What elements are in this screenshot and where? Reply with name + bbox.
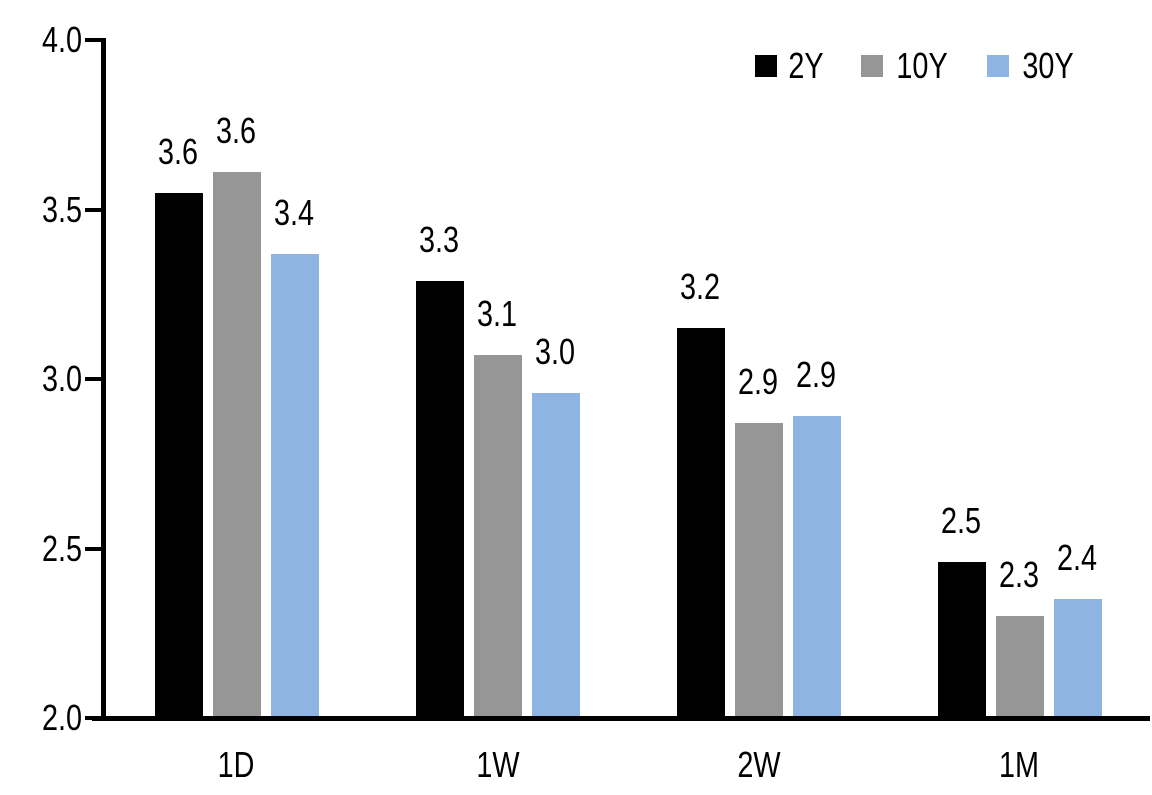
legend: 2Y 10Y 30Y bbox=[754, 45, 1080, 86]
bar-10Y-1W bbox=[473, 355, 522, 716]
bar-value-label: 3.3 bbox=[380, 219, 500, 260]
x-category-label-2W: 2W bbox=[689, 744, 829, 785]
bar-value-label: 3.6 bbox=[119, 131, 239, 172]
bar-value-label-text: 3.6 bbox=[158, 130, 199, 172]
bar-30Y-1D bbox=[270, 253, 319, 716]
y-tick-label-text: 2.5 bbox=[41, 527, 82, 569]
legend-item-2Y: 2Y bbox=[754, 45, 828, 86]
bar-2Y-2W bbox=[676, 328, 725, 716]
bar-value-label: 2.9 bbox=[699, 361, 819, 402]
bar-value-label-text: 3.2 bbox=[680, 266, 721, 308]
bar-value-label-text: 2.4 bbox=[1057, 537, 1098, 579]
y-tick-label: 3.0 bbox=[0, 358, 82, 400]
legend-item-30Y: 30Y bbox=[986, 45, 1080, 86]
legend-label-2Y: 2Y bbox=[788, 45, 824, 86]
x-category-label-1M: 1M bbox=[950, 744, 1090, 785]
x-category-label-1D: 1D bbox=[167, 744, 307, 785]
y-axis-line bbox=[101, 38, 106, 721]
y-tick-label: 2.5 bbox=[0, 528, 82, 570]
x-category-label-1W: 1W bbox=[428, 744, 568, 785]
y-tick-mark bbox=[85, 716, 102, 720]
bar-10Y-1D bbox=[212, 172, 261, 716]
bar-30Y-1M bbox=[1053, 599, 1102, 716]
y-tick-label-text: 4.0 bbox=[41, 19, 82, 60]
bar-value-label-text: 3.0 bbox=[535, 330, 576, 372]
bar-value-label-text: 3.4 bbox=[274, 191, 315, 233]
bar-30Y-1W bbox=[531, 392, 580, 716]
x-category-label-1D-text: 1D bbox=[218, 744, 255, 785]
bar-value-label: 2.3 bbox=[960, 554, 1080, 595]
legend-label-10Y: 10Y bbox=[896, 45, 948, 86]
y-tick-label: 2.0 bbox=[0, 697, 82, 739]
bar-value-label-text: 2.3 bbox=[999, 554, 1040, 596]
x-category-label-1M-text: 1M bbox=[999, 744, 1040, 785]
x-axis-line bbox=[92, 716, 1150, 721]
x-category-label-2W-text: 2W bbox=[736, 744, 781, 785]
y-tick-mark bbox=[85, 546, 102, 551]
y-tick-label-text: 3.5 bbox=[41, 188, 82, 230]
bar-value-label-text: 2.9 bbox=[796, 354, 837, 396]
bar-value-label: 3.4 bbox=[235, 192, 355, 233]
bar-2Y-1M bbox=[937, 562, 986, 716]
bar-value-label: 3.1 bbox=[438, 293, 558, 334]
legend-label-30Y: 30Y bbox=[1022, 45, 1074, 86]
x-category-label-1W-text: 1W bbox=[475, 744, 520, 785]
legend-swatch-2Y bbox=[754, 55, 777, 77]
legend-swatch-10Y bbox=[860, 55, 883, 77]
y-tick-mark bbox=[85, 377, 102, 381]
y-tick-label: 3.5 bbox=[0, 189, 82, 231]
bar-value-label-text: 2.5 bbox=[941, 500, 982, 542]
bar-value-label: 2.5 bbox=[902, 500, 1022, 541]
bar-value-label-text: 3.3 bbox=[419, 218, 460, 260]
y-tick-label-text: 3.0 bbox=[41, 358, 82, 399]
bar-value-label-text: 2.9 bbox=[738, 361, 779, 403]
bar-30Y-2W bbox=[792, 416, 841, 716]
bar-value-label: 3.6 bbox=[177, 110, 297, 151]
bar-value-label: 3.0 bbox=[496, 331, 616, 372]
bar-value-label: 2.9 bbox=[757, 354, 877, 395]
y-tick-mark bbox=[85, 207, 102, 212]
bar-10Y-1M bbox=[995, 616, 1044, 716]
y-tick-mark bbox=[85, 38, 102, 42]
y-tick-label-text: 2.0 bbox=[41, 697, 82, 738]
y-tick-label: 4.0 bbox=[0, 19, 82, 61]
bar-value-label: 3.2 bbox=[641, 266, 761, 307]
bar-value-label-text: 3.1 bbox=[477, 293, 518, 335]
bar-10Y-2W bbox=[734, 423, 783, 716]
bar-2Y-1D bbox=[154, 192, 203, 716]
legend-swatch-30Y bbox=[986, 55, 1009, 77]
bar-2Y-1W bbox=[415, 280, 464, 716]
bar-value-label: 2.4 bbox=[1018, 537, 1138, 578]
bar-value-label-text: 3.6 bbox=[216, 110, 257, 152]
legend-item-10Y: 10Y bbox=[860, 45, 954, 86]
